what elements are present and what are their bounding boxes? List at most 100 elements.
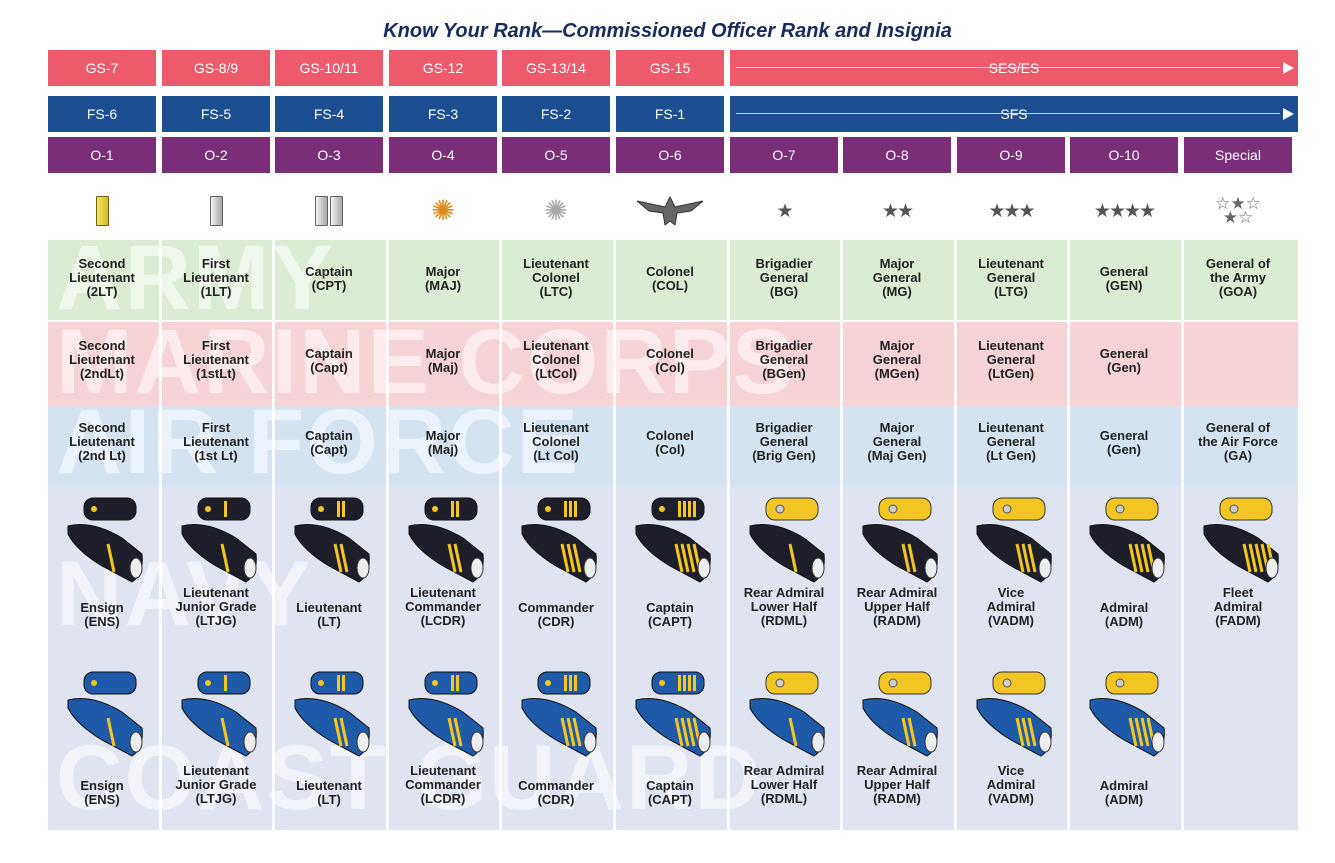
navy-rank-line: Lieutenant bbox=[410, 585, 476, 600]
army-rank-line: (LTC) bbox=[539, 284, 573, 299]
marines-rank-10: General (Gen) bbox=[1070, 347, 1178, 375]
navy-shoulder-board-icon bbox=[744, 494, 825, 584]
coastguard-rank-line: Commander bbox=[405, 777, 481, 792]
fs-span-arrow: SFS bbox=[730, 96, 1298, 132]
airforce-rank-3: Captain (Capt) bbox=[275, 429, 383, 457]
gs-grade-4: GS-12 bbox=[389, 50, 497, 86]
army-rank-4: Major (MAJ) bbox=[389, 265, 497, 293]
airforce-rank-line: General bbox=[986, 434, 1036, 449]
airforce-rank-line: Brigadier bbox=[755, 420, 813, 435]
marines-rank-line: (LtCol) bbox=[535, 366, 577, 381]
airforce-rank-1: Second Lieutenant (2nd Lt) bbox=[48, 421, 156, 463]
double-silver-bar-icon bbox=[275, 186, 383, 236]
airforce-rank-5: Lieutenant Colonel (Lt Col) bbox=[502, 421, 610, 463]
marines-rank-line: Lieutenant bbox=[523, 338, 589, 353]
airforce-rank-8: Major General (Maj Gen) bbox=[843, 421, 951, 463]
army-rank-line: Lieutenant bbox=[183, 270, 249, 285]
navy-shoulder-board-icon bbox=[857, 494, 938, 584]
airforce-rank-line: First bbox=[201, 420, 231, 435]
army-rank-line: (LTG) bbox=[994, 284, 1028, 299]
fs-span-line bbox=[736, 113, 1280, 114]
army-rank-line: Lieutenant bbox=[978, 256, 1044, 271]
o-grade-9: O-9 bbox=[957, 137, 1065, 173]
marines-rank-line: (MGen) bbox=[874, 366, 920, 381]
airforce-rank-line: General bbox=[759, 434, 809, 449]
army-rank-6: Colonel (COL) bbox=[616, 265, 724, 293]
marines-rank-line: General bbox=[1099, 346, 1149, 361]
o-grade-4: O-4 bbox=[389, 137, 497, 173]
navy-rank-line: Lower Half bbox=[750, 599, 818, 614]
coastguard-rank-6: Captain (CAPT) bbox=[616, 779, 724, 807]
army-rank-line: General of bbox=[1205, 256, 1271, 271]
navy-rank-line: Rear Admiral bbox=[743, 585, 825, 600]
column-divider bbox=[386, 240, 389, 830]
navy-rank-5: Commander (CDR) bbox=[502, 601, 610, 629]
airforce-rank-line: (Maj) bbox=[427, 442, 459, 457]
coastguard-rank-2: Lieutenant Junior Grade (LTJG) bbox=[162, 764, 270, 806]
army-rank-line: Colonel bbox=[532, 270, 580, 285]
oak-leaf-shape: ✺ bbox=[431, 195, 455, 226]
marines-rank-line: General bbox=[872, 352, 922, 367]
coastguard-rank-line: Admiral bbox=[1099, 778, 1149, 793]
navy-rank-7: Rear Admiral Lower Half (RDML) bbox=[730, 586, 838, 628]
marines-rank-line: (2ndLt) bbox=[79, 366, 125, 381]
airforce-rank-line: the Air Force bbox=[1198, 434, 1278, 449]
airforce-rank-line: General bbox=[1099, 428, 1149, 443]
army-rank-10: General (GEN) bbox=[1070, 265, 1178, 293]
star-shape: ★ bbox=[776, 200, 793, 222]
star-shape: ★★★ bbox=[988, 200, 1035, 222]
coastguard-rank-line: Ensign bbox=[80, 778, 124, 793]
army-row: ARMY Second Lieutenant (2LT) First Lieutenan… bbox=[48, 240, 1298, 320]
marines-rank-line: (Maj) bbox=[427, 360, 459, 375]
marine-corps-watermark: MARINE CORPS bbox=[56, 322, 796, 406]
navy-rank-line: (LCDR) bbox=[420, 613, 466, 628]
marines-rank-line: First bbox=[201, 338, 231, 353]
gs-grade-3: GS-10/11 bbox=[275, 50, 383, 86]
navy-rank-line: Lieutenant bbox=[183, 585, 249, 600]
fs-grade-6: FS-1 bbox=[616, 96, 724, 132]
fs-grade-2: FS-5 bbox=[162, 96, 270, 132]
navy-shoulder-board-icon bbox=[971, 494, 1052, 584]
gold-bar-icon bbox=[48, 186, 156, 236]
airforce-rank-line: Captain bbox=[305, 428, 353, 443]
airforce-rank-line: (GA) bbox=[1223, 448, 1253, 463]
airforce-rank-line: General bbox=[872, 434, 922, 449]
airforce-rank-line: Colonel bbox=[646, 428, 694, 443]
airforce-rank-line: (Capt) bbox=[310, 442, 348, 457]
airforce-rank-11: General of the Air Force (GA) bbox=[1184, 421, 1292, 463]
airforce-rank-line: Major bbox=[879, 420, 915, 435]
navy-rank-line: Junior Grade bbox=[175, 599, 257, 614]
two-star-icon: ★★ bbox=[843, 186, 951, 236]
airforce-rank-4: Major (Maj) bbox=[389, 429, 497, 457]
gs-grade-5: GS-13/14 bbox=[502, 50, 610, 86]
airforce-rank-2: First Lieutenant (1st Lt) bbox=[162, 421, 270, 463]
navy-shoulder-board-icon bbox=[630, 494, 711, 584]
fs-span-label: SFS bbox=[1000, 106, 1028, 122]
navy-rank-11: Fleet Admiral (FADM) bbox=[1184, 586, 1292, 628]
silver-bar-shape bbox=[315, 196, 328, 226]
five-star-shape: ☆★☆ ★☆ bbox=[1215, 194, 1261, 227]
airforce-rank-6: Colonel (Col) bbox=[616, 429, 724, 457]
navy-shoulder-board-icon bbox=[62, 494, 143, 584]
army-rank-line: (GOA) bbox=[1218, 284, 1258, 299]
marines-rank-1: Second Lieutenant (2ndLt) bbox=[48, 339, 156, 381]
coastguard-rank-line: Vice bbox=[997, 763, 1025, 778]
gs-span-arrow: SES/ES bbox=[730, 50, 1298, 86]
navy-rank-line: Rear Admiral bbox=[856, 585, 938, 600]
navy-rank-line: Captain bbox=[646, 600, 694, 615]
marines-rank-line: (Gen) bbox=[1107, 360, 1141, 375]
airforce-rank-line: (Maj Gen) bbox=[867, 448, 927, 463]
marine-corps-row: MARINE CORPS Second Lieutenant (2ndLt) Firs… bbox=[48, 322, 1298, 406]
marines-rank-line: Second bbox=[78, 338, 126, 353]
navy-rank-4: Lieutenant Commander (LCDR) bbox=[389, 586, 497, 628]
coast-guard-shoulder-board-icon bbox=[516, 668, 597, 758]
marines-rank-6: Colonel (Col) bbox=[616, 347, 724, 375]
army-rank-line: Second bbox=[78, 256, 126, 271]
coastguard-rank-line: (RADM) bbox=[873, 791, 921, 806]
airforce-rank-line: (2nd Lt) bbox=[78, 448, 126, 463]
coastguard-rank-line: Lieutenant bbox=[410, 763, 476, 778]
airforce-rank-line: Major bbox=[425, 428, 461, 443]
column-divider bbox=[613, 240, 616, 830]
silver-bar-icon bbox=[162, 186, 270, 236]
o-grade-6: O-6 bbox=[616, 137, 724, 173]
